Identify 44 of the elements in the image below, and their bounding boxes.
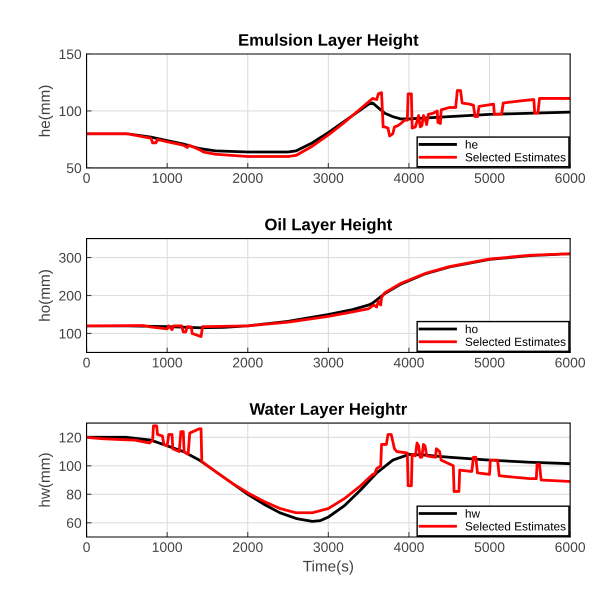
y-tick-label: 100 bbox=[60, 106, 82, 116]
y-tick-label: 100 bbox=[60, 328, 82, 339]
x-tick-label: 0 bbox=[83, 358, 90, 368]
y-tick-label: 200 bbox=[59, 290, 82, 301]
x-tick-label: 2000 bbox=[233, 173, 263, 183]
x-tick-label: 3000 bbox=[313, 358, 344, 368]
x-tick-label: 5000 bbox=[474, 542, 504, 552]
y-tick-label: 80 bbox=[66, 490, 82, 500]
y-tick-label: 150 bbox=[60, 49, 82, 60]
x-tick-label: 4000 bbox=[394, 542, 424, 552]
x-tick-label: 4000 bbox=[394, 173, 424, 183]
chart-title: Oil Layer Height bbox=[265, 218, 392, 234]
y-tick-label: 50 bbox=[66, 163, 82, 174]
legend-label: Selected Estimates bbox=[465, 522, 566, 531]
y-tick-label: 120 bbox=[60, 432, 82, 442]
chart-title: Emulsion Layer Height bbox=[239, 34, 418, 50]
x-axis-title: Time(s) bbox=[303, 560, 353, 575]
x-tick-label: 0 bbox=[83, 542, 90, 552]
legend-label: hw bbox=[466, 509, 480, 518]
x-tick-label: 2000 bbox=[233, 542, 263, 552]
y-tick-label: 60 bbox=[66, 518, 82, 528]
x-tick-label: 3000 bbox=[313, 173, 344, 183]
x-tick-label: 6000 bbox=[555, 542, 586, 552]
legend-label: Selected Estimates bbox=[465, 152, 566, 162]
legend-label: he bbox=[466, 140, 478, 149]
x-tick-label: 3000 bbox=[313, 542, 344, 552]
x-tick-label: 5000 bbox=[474, 358, 504, 368]
x-tick-label: 1000 bbox=[152, 542, 182, 552]
y-tick-label: 300 bbox=[59, 252, 82, 263]
y-axis-title: ho(mm) bbox=[38, 270, 53, 321]
x-tick-label: 2000 bbox=[233, 358, 263, 368]
legend-label: ho bbox=[466, 324, 478, 334]
x-tick-label: 1000 bbox=[152, 358, 182, 368]
x-tick-label: 4000 bbox=[394, 358, 424, 368]
y-tick-label: 100 bbox=[60, 461, 82, 471]
x-tick-label: 5000 bbox=[474, 173, 504, 183]
legend-label: Selected Estimates bbox=[465, 337, 566, 346]
chart-title: Water Layer Heightr bbox=[249, 402, 407, 418]
y-axis-title: he(mm) bbox=[38, 86, 53, 136]
x-tick-label: 6000 bbox=[555, 173, 586, 183]
x-tick-label: 1000 bbox=[152, 173, 182, 183]
y-axis-title: hw(mm) bbox=[38, 453, 53, 507]
x-tick-label: 0 bbox=[83, 173, 90, 183]
x-tick-label: 6000 bbox=[555, 358, 586, 368]
